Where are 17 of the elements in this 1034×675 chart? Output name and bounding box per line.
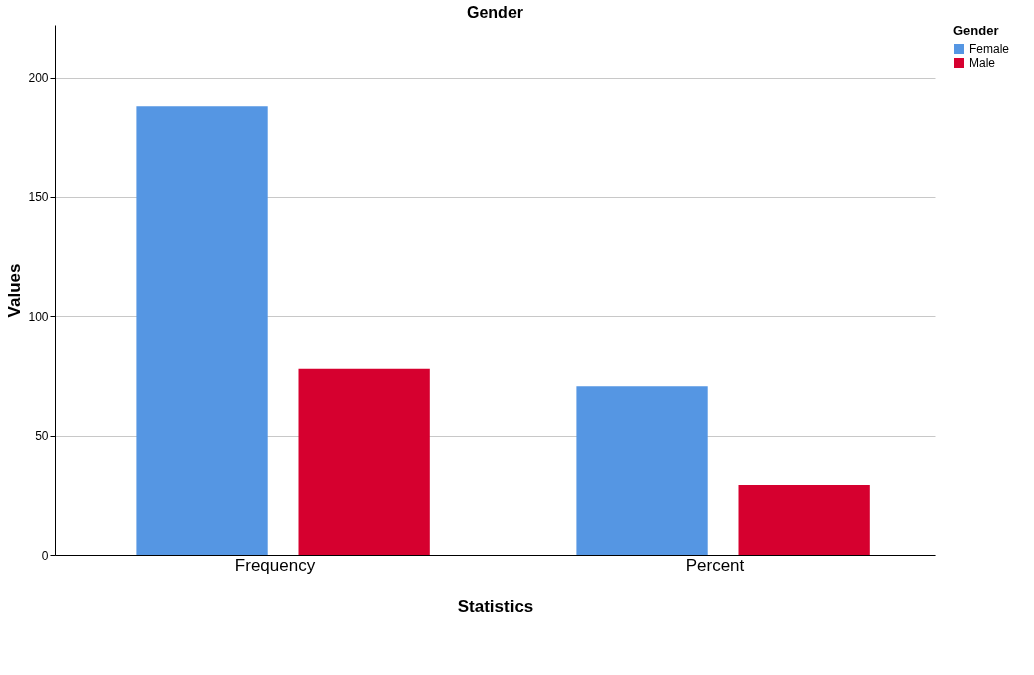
bar bbox=[298, 368, 430, 555]
bar bbox=[576, 386, 708, 555]
chart-title: Gender bbox=[466, 4, 524, 21]
y-tick-label: 100 bbox=[28, 309, 49, 324]
bar bbox=[136, 106, 268, 555]
legend-label: Male bbox=[969, 56, 996, 70]
x-tick-label: Frequency bbox=[234, 555, 316, 575]
y-axis-title: Values bbox=[5, 263, 25, 318]
y-tick-label: 50 bbox=[35, 429, 49, 444]
y-tick-label: 200 bbox=[28, 71, 49, 86]
y-tick-label: 150 bbox=[28, 190, 49, 205]
legend-title: Gender bbox=[953, 23, 999, 38]
bar bbox=[738, 485, 870, 555]
x-tick-label: Percent bbox=[685, 555, 745, 575]
y-tick-label: 0 bbox=[41, 548, 49, 563]
legend-label: Female bbox=[969, 42, 1010, 56]
x-axis-title: Statistics bbox=[457, 596, 534, 616]
